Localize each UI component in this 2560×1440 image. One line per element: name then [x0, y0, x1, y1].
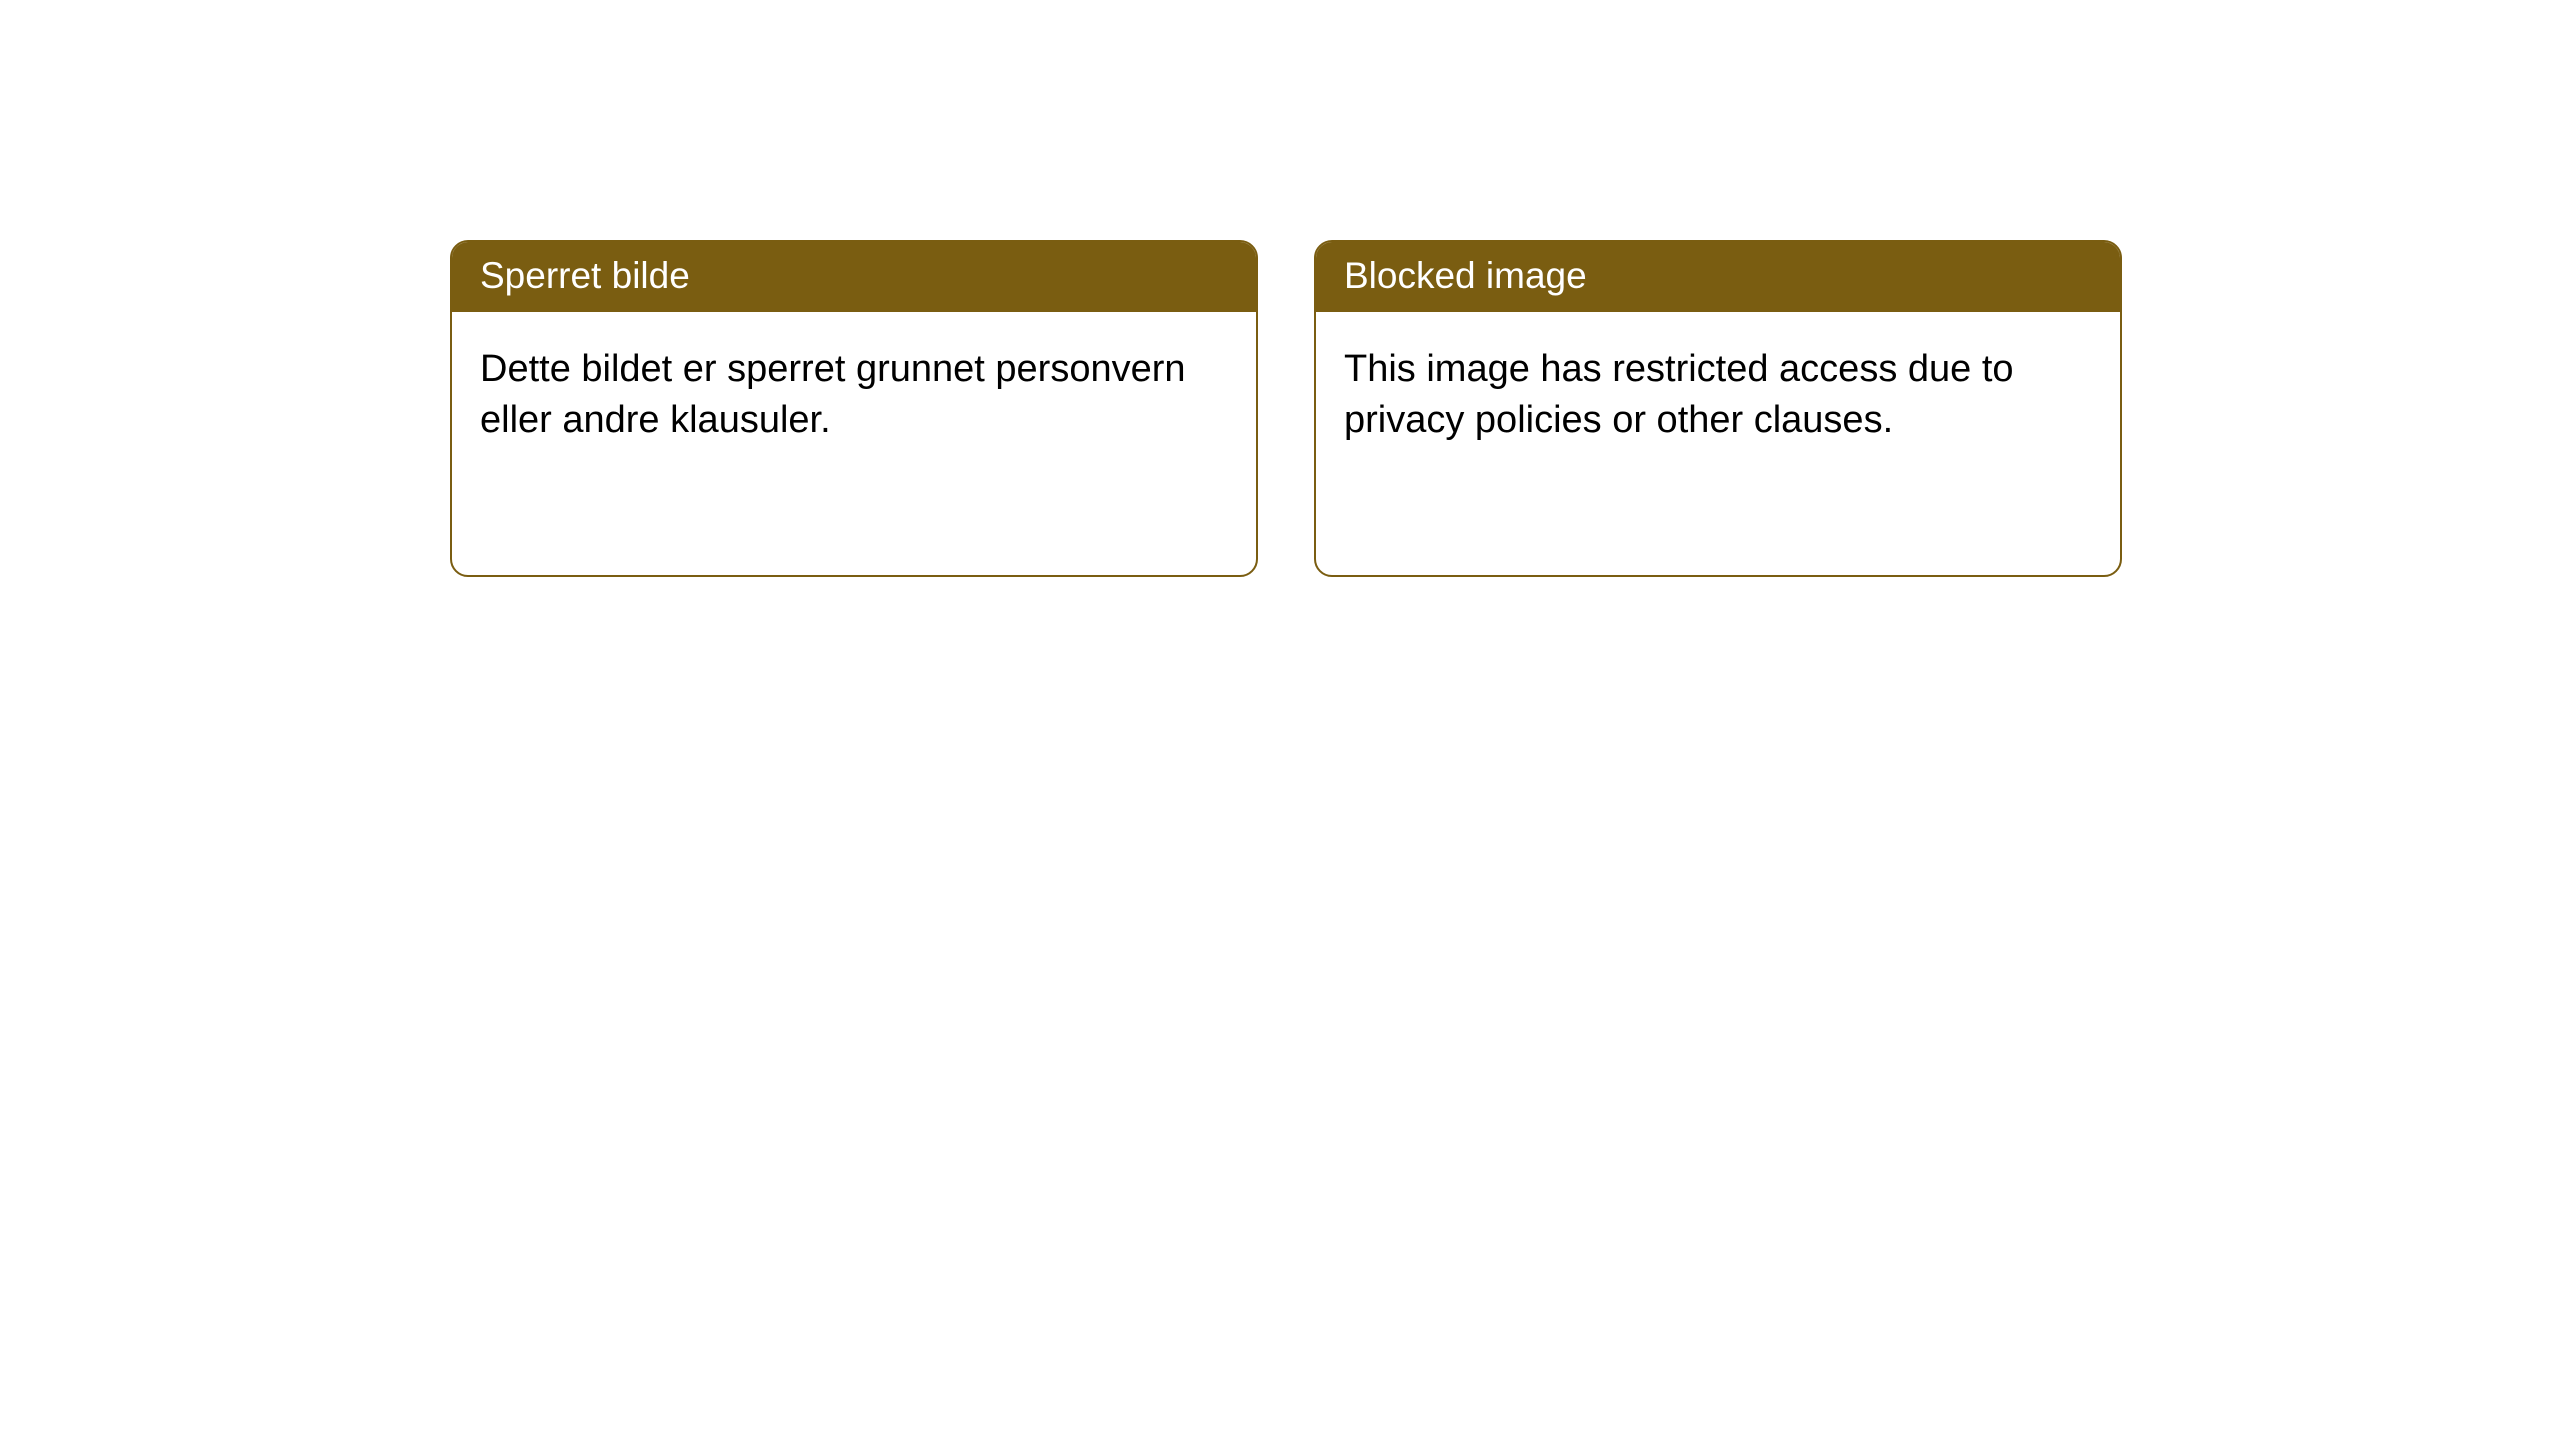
- notice-card-english: Blocked image This image has restricted …: [1314, 240, 2122, 577]
- notice-container: Sperret bilde Dette bildet er sperret gr…: [0, 0, 2560, 577]
- card-body-english: This image has restricted access due to …: [1316, 312, 2120, 479]
- card-header-norwegian: Sperret bilde: [452, 242, 1256, 312]
- card-message: This image has restricted access due to …: [1344, 348, 2014, 441]
- notice-card-norwegian: Sperret bilde Dette bildet er sperret gr…: [450, 240, 1258, 577]
- card-message: Dette bildet er sperret grunnet personve…: [480, 348, 1186, 441]
- card-header-english: Blocked image: [1316, 242, 2120, 312]
- card-title: Sperret bilde: [480, 255, 690, 296]
- card-body-norwegian: Dette bildet er sperret grunnet personve…: [452, 312, 1256, 479]
- card-title: Blocked image: [1344, 255, 1587, 296]
